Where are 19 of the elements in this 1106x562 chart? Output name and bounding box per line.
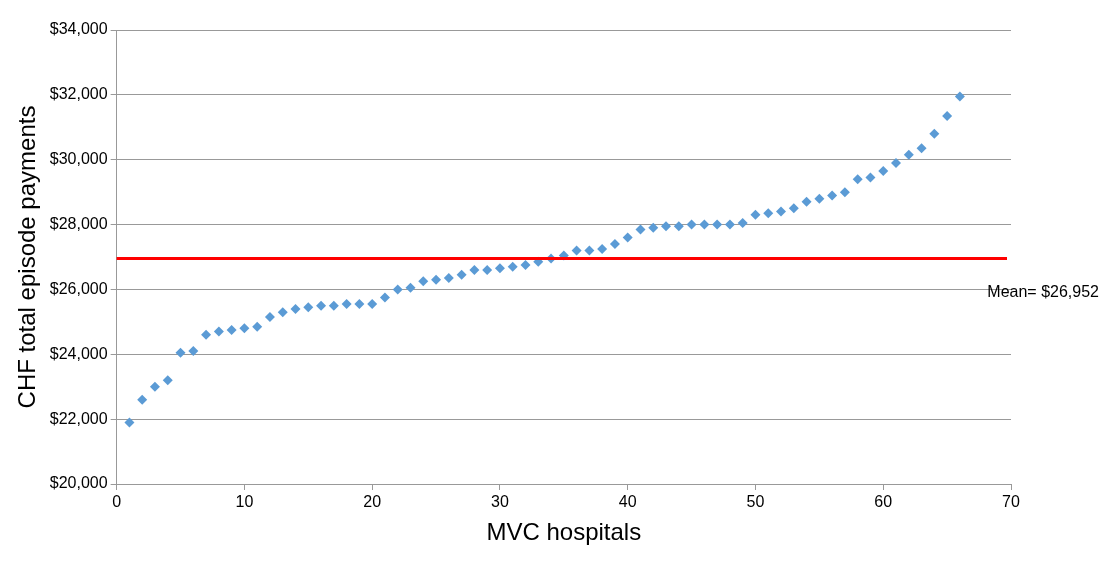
y-tick-label: $24,000 (49, 344, 108, 362)
x-tick-label: 50 (746, 493, 765, 511)
x-tick-label: 0 (112, 493, 122, 511)
y-tick-label: $28,000 (49, 214, 108, 232)
x-tick-label: 70 (1002, 493, 1020, 511)
y-tick-label: $32,000 (49, 85, 108, 103)
x-axis-title: MVC hospitals (486, 518, 642, 546)
y-tick-label: $20,000 (49, 474, 108, 492)
y-tick-label: $26,000 (49, 279, 108, 297)
x-tick-label: 20 (363, 493, 382, 511)
y-tick-label: $22,000 (49, 409, 108, 427)
x-tick-label: 60 (874, 493, 893, 511)
x-tick-label: 40 (618, 493, 637, 511)
y-tick-label: $30,000 (49, 150, 108, 168)
x-tick-label: 10 (235, 493, 254, 511)
y-tick-label: $34,000 (49, 20, 108, 38)
x-tick-label: 30 (491, 493, 509, 511)
ref-line-label: Mean= $26,952 (987, 282, 1100, 300)
y-axis-title: CHF total episode payments (13, 105, 41, 409)
